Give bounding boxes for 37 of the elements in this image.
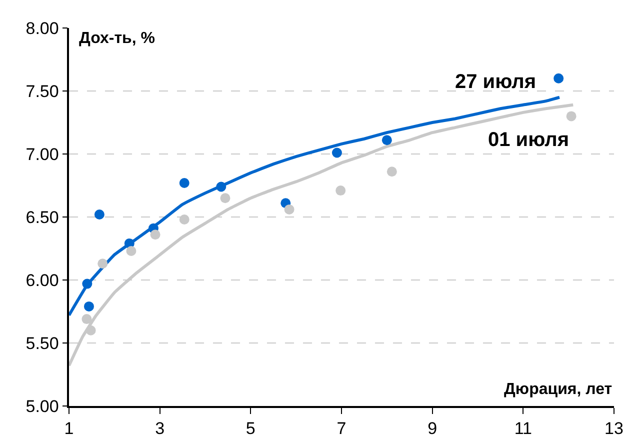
y-tick-label: 6.00 — [26, 270, 59, 290]
y-axis-title: Дох-ть, % — [79, 30, 155, 47]
point — [82, 314, 92, 324]
point — [566, 111, 576, 122]
point — [554, 73, 564, 84]
point — [336, 186, 346, 196]
point — [284, 204, 294, 214]
y-tick-label: 5.50 — [26, 334, 59, 353]
x-tick-label: 5 — [246, 419, 256, 438]
point — [179, 178, 190, 188]
point — [86, 325, 96, 336]
y-tick-label: 7.00 — [26, 144, 59, 164]
y-tick-label: 7.50 — [26, 82, 59, 101]
x-tick-label: 9 — [428, 419, 438, 438]
point — [84, 301, 94, 312]
point — [98, 258, 108, 269]
series-label: 01 июля — [488, 129, 570, 151]
x-tick-label: 1 — [64, 419, 74, 438]
y-tick-label: 8.00 — [26, 18, 59, 38]
point — [94, 209, 104, 220]
x-tick-label: 7 — [336, 419, 346, 438]
point — [386, 166, 397, 177]
x-tick-label: 13 — [604, 419, 624, 438]
point — [150, 230, 160, 240]
series-label: 27 июля — [455, 71, 536, 93]
point — [82, 278, 92, 289]
point — [179, 214, 190, 225]
x-axis-title: Дюрация, лет — [504, 381, 612, 398]
point — [126, 246, 136, 256]
x-tick-label: 11 — [514, 419, 532, 438]
y-tick-label: 5.00 — [26, 396, 59, 416]
point — [220, 193, 230, 204]
point — [216, 182, 226, 192]
point — [382, 135, 392, 146]
x-tick-label: 3 — [155, 419, 165, 438]
y-tick-label: 6.50 — [26, 208, 59, 227]
point — [332, 148, 342, 158]
